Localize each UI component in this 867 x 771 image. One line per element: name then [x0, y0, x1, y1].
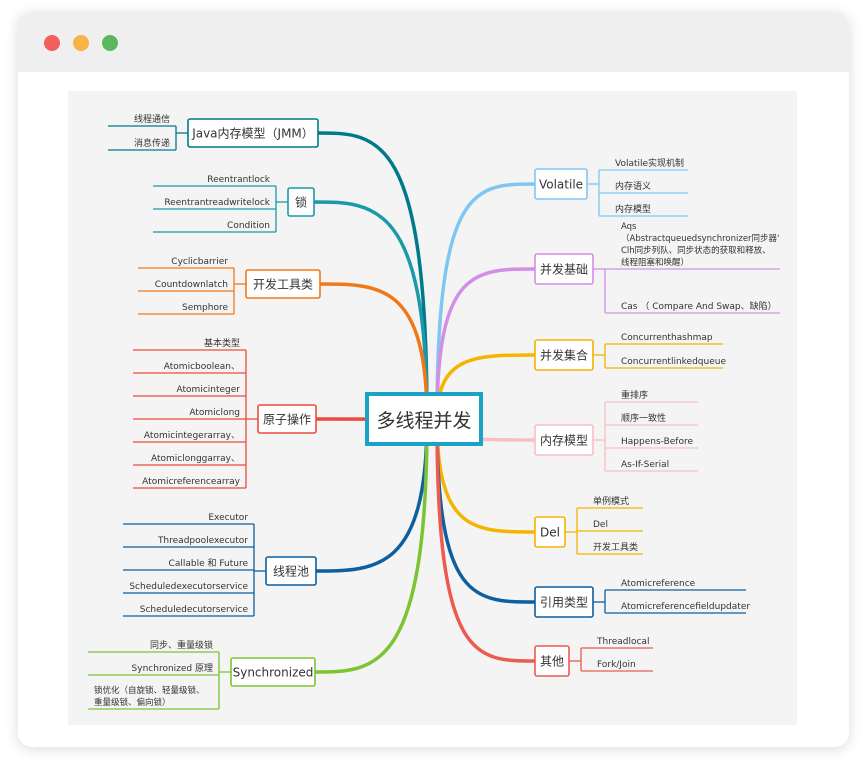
mindmap-canvas: 线程通信消息传递 Java内存模型（JMM） Reentrantlock Reentr… [68, 91, 797, 725]
child-label: Volatile实现机制 [615, 157, 684, 169]
maximize-dot[interactable] [102, 35, 118, 51]
main-branch-connector [435, 267, 537, 422]
main-branch-connector [435, 182, 537, 422]
child-label: 线程通信 [134, 113, 170, 125]
child-label: Del [593, 520, 608, 530]
child-label: Happens-Before [621, 437, 693, 447]
child-label: Concurrentlinkedqueue [621, 357, 726, 367]
child-label: Scheduledecutorservice [140, 605, 249, 615]
main-branch-connector [435, 418, 537, 663]
app-window: 线程通信消息传递 Java内存模型（JMM） Reentrantlock Reentr… [18, 12, 849, 747]
child-label: Cyclicbarrier [171, 257, 228, 267]
center-title: 多线程并发 [376, 410, 471, 432]
child-label: Atomiclonggarray、 [151, 454, 240, 464]
main-branch-connector [318, 282, 429, 422]
branch-label: Java内存模型（JMM） [191, 127, 314, 141]
center-node[interactable] [365, 392, 483, 446]
child-label: Concurrenthashmap [621, 333, 713, 343]
child-label: 开发工具类 [593, 541, 638, 553]
child-label: Cas （ Compare And Swap、缺陷） [621, 300, 777, 312]
branch-label: 原子操作 [263, 412, 311, 427]
child-label: 基本类型 [204, 337, 240, 349]
child-label: （Abstractqueuedsynchronizer同步器' [621, 233, 779, 244]
branch-box[interactable] [534, 168, 588, 200]
child-label: Condition [227, 221, 270, 231]
child-label: Executor [208, 513, 248, 523]
branch-box[interactable] [230, 657, 316, 687]
branch-box[interactable] [245, 269, 321, 299]
child-label: Fork/Join [597, 660, 636, 670]
child-label: 线程阻塞和唤醒） [621, 257, 689, 268]
branch-label: 线程池 [273, 564, 309, 579]
child-label: 内存语义 [615, 180, 651, 192]
branch-box[interactable] [287, 187, 315, 217]
main-branch-connector [312, 200, 429, 422]
child-label: 重量级锁、偏向锁） [94, 697, 171, 708]
branch-label: 并发集合 [540, 348, 588, 363]
child-label: 重排序 [621, 389, 648, 401]
child-label: 单例模式 [593, 495, 629, 507]
branch-label: 内存模型 [540, 434, 588, 448]
child-label: 同步、重量级锁 [150, 639, 213, 651]
title-bar [18, 12, 849, 72]
branch-label: 其他 [540, 655, 564, 669]
child-label: Scheduledexecutorservice [129, 582, 248, 592]
branch-label: 开发工具类 [253, 277, 313, 292]
child-label: Aqs [621, 222, 637, 232]
child-label: Reentrantlock [207, 175, 271, 185]
branch-label: Volatile [539, 178, 583, 192]
child-label: Countdownlatch [155, 280, 228, 290]
child-label: Atomicintegerarray、 [144, 431, 240, 441]
branch-box[interactable] [187, 118, 319, 148]
branch-box[interactable] [534, 586, 594, 618]
child-label: Semphore [182, 303, 228, 313]
branch-box[interactable] [534, 424, 594, 456]
child-label: Threadpoolexecutor [157, 536, 248, 546]
branch-label: 引用类型 [540, 596, 588, 610]
branch-box[interactable] [265, 556, 317, 586]
child-label: Atomicreference [621, 579, 696, 589]
branch-label: Synchronized [233, 666, 314, 680]
minimize-dot[interactable] [73, 35, 89, 51]
close-dot[interactable] [44, 35, 60, 51]
child-label: 内存模型 [615, 203, 651, 215]
child-label: Callable 和 Future [169, 558, 249, 569]
branch-label: Del [540, 526, 560, 540]
child-label: Synchronized 原理 [132, 663, 213, 674]
child-label: Atomicboolean、 [164, 362, 240, 372]
main-branch-connector [313, 418, 429, 674]
branch-box[interactable] [534, 516, 566, 548]
branch-label: 并发基础 [540, 262, 588, 277]
child-label: 锁优化（自旋锁、轻量级锁、 [94, 685, 205, 696]
child-label: Atomicreferencefieldupdater [621, 602, 750, 612]
branch-label: 锁 [295, 195, 307, 210]
main-branch-connector [316, 131, 429, 422]
child-label: Reentrantreadwritelock [164, 198, 270, 208]
child-label: 顺序一致性 [621, 412, 666, 424]
child-label: As-If-Serial [621, 460, 669, 470]
child-label: Threadlocal [596, 637, 649, 647]
branch-box[interactable] [257, 404, 317, 434]
branch-box[interactable] [534, 645, 570, 677]
branch-box[interactable] [534, 253, 594, 285]
child-label: Atomicinteger [177, 385, 241, 395]
child-label: Atomicreferencearray [142, 477, 240, 487]
main-branch-connector [435, 418, 537, 604]
child-label: Clh同步列队、同步状态的获取和释放、 [621, 245, 771, 256]
child-label: 消息传递 [134, 137, 170, 149]
child-label: Atomiclong [189, 408, 240, 418]
branch-box[interactable] [534, 339, 594, 371]
